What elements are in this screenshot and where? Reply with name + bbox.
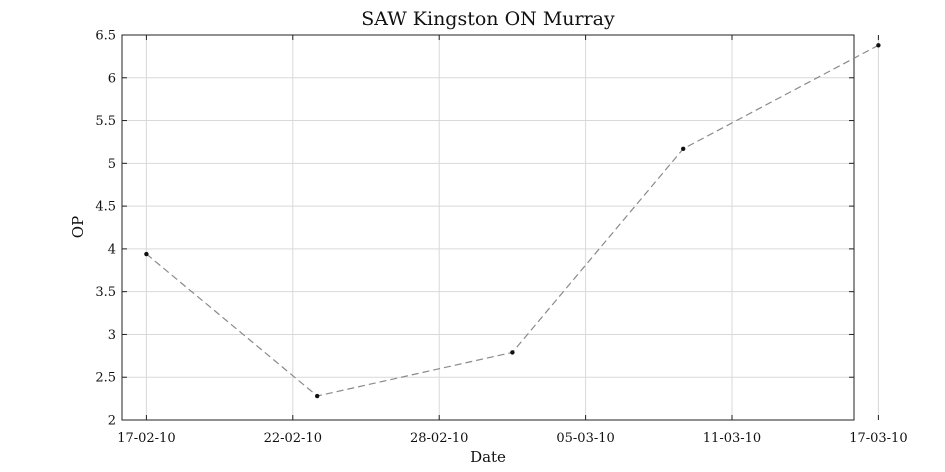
y-tick-label: 6.5 <box>95 29 116 44</box>
series-line <box>146 44 879 397</box>
data-point <box>315 393 320 399</box>
y-tick-label: 2.5 <box>95 371 116 386</box>
y-tick-label: 4.5 <box>95 200 116 215</box>
chart-title: SAW Kingston ON Murray <box>361 8 615 30</box>
y-tick-label: 3 <box>108 328 116 343</box>
y-tick-label: 5.5 <box>95 114 116 129</box>
x-tick-label: 17-02-10 <box>117 431 175 446</box>
data-point <box>681 146 686 151</box>
x-axis-label: Date <box>470 448 506 466</box>
x-tick-label: 28-02-10 <box>410 431 468 446</box>
grid-layer <box>122 34 879 421</box>
data-point <box>510 350 515 355</box>
y-tick-label: 3.5 <box>95 285 116 300</box>
x-tick-label: 17-03-10 <box>849 431 907 446</box>
plot-frame <box>121 34 855 421</box>
y-tick-label: 5 <box>108 157 116 172</box>
x-tick-label: 22-02-10 <box>264 431 322 446</box>
x-tick-label: 05-03-10 <box>556 431 614 446</box>
tick-layer: 2 2.5 3 3.5 4 4.5 5 5.5 6 6.5 17-02-10 22-02-10 28-0… <box>95 29 907 447</box>
y-axis-label: OP <box>69 216 87 238</box>
data-point <box>876 43 881 48</box>
y-tick-label: 6 <box>108 71 116 86</box>
data-point <box>144 251 149 257</box>
series-layer <box>144 43 881 399</box>
y-tick-label: 2 <box>108 414 116 429</box>
y-tick-label: 4 <box>108 242 116 257</box>
x-tick-label: 11-03-10 <box>703 431 761 446</box>
